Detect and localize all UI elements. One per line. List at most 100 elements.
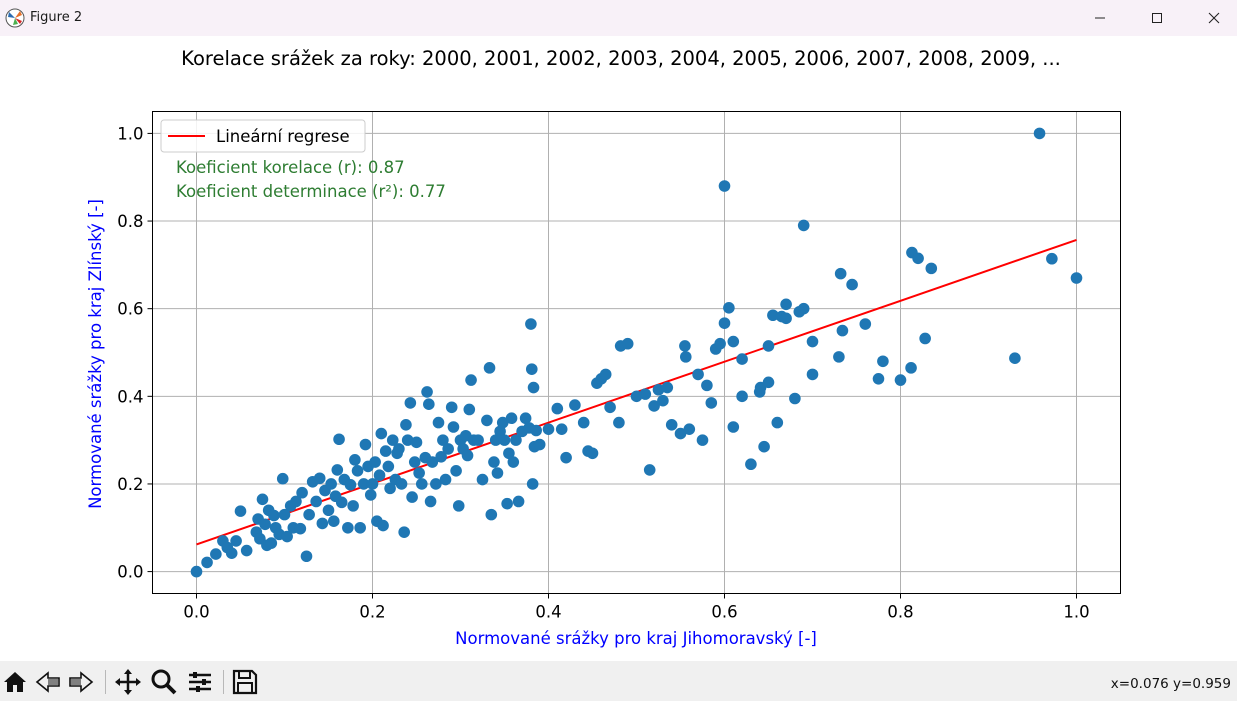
data-point xyxy=(415,478,428,490)
data-point xyxy=(354,521,366,534)
data-point xyxy=(692,368,704,381)
data-point xyxy=(762,376,775,389)
data-point xyxy=(806,368,819,381)
data-point xyxy=(344,479,357,491)
data-point xyxy=(432,416,445,429)
legend-regression-label: Lineární regrese xyxy=(216,127,350,146)
data-point xyxy=(421,386,433,398)
data-point xyxy=(551,402,564,415)
forward-button[interactable] xyxy=(66,667,96,697)
y-tick-label: 0.6 xyxy=(117,300,143,319)
close-button[interactable] xyxy=(1185,0,1237,36)
y-ticks: 0.0 0.2 0.4 0.6 0.8 1.0 xyxy=(117,124,153,582)
data-point xyxy=(498,434,511,446)
data-point xyxy=(525,318,537,330)
data-point xyxy=(834,267,847,280)
data-point xyxy=(384,482,396,495)
data-point xyxy=(919,332,931,345)
data-point xyxy=(905,362,917,374)
zoom-button[interactable] xyxy=(149,667,179,697)
data-point xyxy=(386,434,399,446)
maximize-button[interactable] xyxy=(1128,0,1186,36)
data-point xyxy=(736,390,748,403)
data-point xyxy=(240,544,253,557)
data-point xyxy=(333,433,345,446)
x-tick-label: 1.0 xyxy=(1063,603,1089,622)
navigation-toolbar: x=0.076 y=0.959 xyxy=(0,661,1237,701)
data-point xyxy=(512,495,525,508)
y-tick-label: 0.4 xyxy=(117,387,143,406)
data-point xyxy=(727,421,740,433)
data-point xyxy=(349,454,361,466)
data-point xyxy=(465,374,477,386)
y-tick-label: 0.8 xyxy=(117,212,143,231)
data-point xyxy=(335,496,348,509)
data-point xyxy=(442,443,454,455)
pan-icon xyxy=(115,669,141,695)
data-point xyxy=(424,495,437,508)
data-point xyxy=(437,434,449,446)
y-axis-label: Normované srážky pro kraj Zlínský [-] xyxy=(86,199,105,509)
data-point xyxy=(859,318,872,330)
legend: Lineární regrese xyxy=(160,119,366,153)
data-point xyxy=(395,478,408,490)
data-point xyxy=(461,449,474,462)
data-point xyxy=(846,278,858,291)
data-point xyxy=(555,423,568,435)
data-point xyxy=(331,464,344,476)
data-point xyxy=(408,456,421,468)
window-titlebar: Figure 2 xyxy=(0,0,1237,36)
data-point xyxy=(483,362,496,374)
pan-button[interactable] xyxy=(113,667,143,697)
data-point xyxy=(679,351,692,363)
data-point xyxy=(379,445,392,457)
zoom-icon xyxy=(151,669,177,695)
data-point xyxy=(577,416,590,429)
maximize-icon xyxy=(1152,13,1162,23)
data-point xyxy=(256,493,269,506)
data-point xyxy=(527,381,540,394)
data-point xyxy=(496,416,509,429)
data-point xyxy=(526,478,539,490)
data-point xyxy=(476,473,489,486)
data-point xyxy=(604,401,616,414)
data-point xyxy=(494,425,506,438)
y-tick-label: 0.2 xyxy=(117,475,143,494)
data-point xyxy=(639,388,652,400)
back-button[interactable] xyxy=(33,667,63,697)
x-tick-label: 0.0 xyxy=(183,603,209,622)
data-point xyxy=(718,317,731,329)
annotation-correlation: Koeficient korelace (r): 0.87 xyxy=(176,158,405,177)
data-point xyxy=(450,465,462,477)
data-point xyxy=(230,535,242,547)
data-point xyxy=(925,262,938,275)
data-point xyxy=(410,436,423,449)
data-point xyxy=(294,522,307,535)
data-point xyxy=(366,478,379,490)
data-point xyxy=(445,401,458,414)
data-point xyxy=(201,556,213,569)
minimize-button[interactable] xyxy=(1071,0,1129,36)
data-point xyxy=(507,456,520,468)
axes-frame xyxy=(152,111,1121,594)
data-point xyxy=(278,508,291,521)
data-point xyxy=(533,438,546,451)
save-button[interactable] xyxy=(230,667,260,697)
data-point xyxy=(771,416,784,429)
chart-title: Korelace srážek za roky: 2000, 2001, 200… xyxy=(181,47,1061,70)
home-icon xyxy=(4,672,26,692)
data-point xyxy=(789,392,801,405)
configure-subplots-button[interactable] xyxy=(185,667,215,697)
data-point xyxy=(718,180,731,192)
data-point xyxy=(426,456,439,468)
data-point xyxy=(413,467,425,479)
home-button[interactable] xyxy=(0,667,30,697)
data-point xyxy=(259,518,271,531)
figure-canvas[interactable]: Korelace srážek za roky: 2000, 2001, 200… xyxy=(0,36,1237,661)
data-point xyxy=(364,489,377,501)
data-point xyxy=(310,495,322,508)
data-point xyxy=(281,530,293,543)
data-point xyxy=(488,456,500,468)
data-point xyxy=(705,397,718,409)
data-point xyxy=(325,478,337,490)
